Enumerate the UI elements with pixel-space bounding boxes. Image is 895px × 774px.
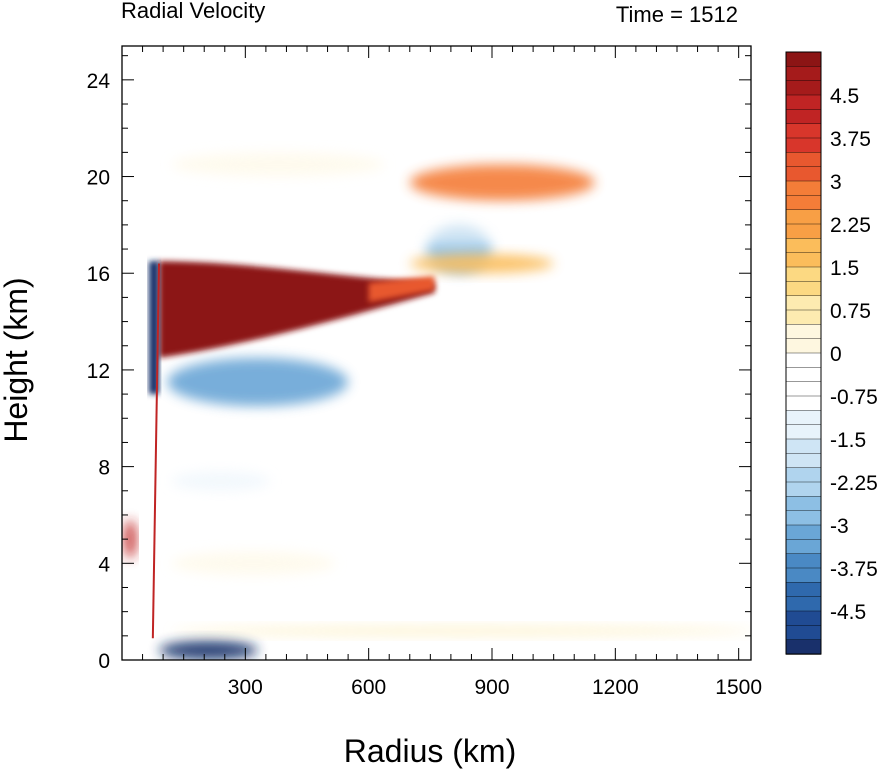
colorbar-level xyxy=(785,438,822,455)
colorbar-tick-label: 0.75 xyxy=(830,300,871,323)
colorbar-tick-label: 0 xyxy=(830,343,842,366)
y-axis-label: Height (km) xyxy=(0,277,34,442)
x-tick-label: 1500 xyxy=(715,676,762,699)
colorbar-tick-label: -2.25 xyxy=(830,472,878,495)
colorbar-level xyxy=(785,51,822,68)
background-streak xyxy=(171,551,336,576)
chart-title-right: Time = 1512 xyxy=(615,2,738,27)
colorbar-tick-label: -4.5 xyxy=(830,601,866,624)
y-tick-label: 24 xyxy=(87,70,111,93)
x-tick-label: 1200 xyxy=(592,676,639,699)
colorbar-level xyxy=(785,596,822,612)
colorbar-tick-label: -3.75 xyxy=(830,558,878,581)
feature-outer-outflow-band-upper xyxy=(409,164,595,201)
feature-outer-outflow-band-lower xyxy=(409,253,554,274)
colorbar-level xyxy=(785,539,822,555)
feature-upper-outflow-jet xyxy=(159,261,435,358)
colorbar-level xyxy=(785,481,822,498)
colorbar-level xyxy=(785,381,822,397)
plot-frame xyxy=(121,45,752,661)
colorbar-level xyxy=(785,109,822,125)
colorbar-level xyxy=(785,80,822,96)
feature-near-axis-outflow-spot xyxy=(124,519,137,559)
colorbar-tick-label: 2.25 xyxy=(830,214,871,237)
colorbar-level xyxy=(785,567,822,584)
colorbar-level xyxy=(785,66,822,82)
background-streak xyxy=(171,418,353,443)
colorbar-level xyxy=(785,123,822,139)
colorbar-level xyxy=(785,395,822,412)
colorbar-level xyxy=(785,324,822,340)
y-tick-label: 0 xyxy=(98,650,110,673)
feature-jet-tip xyxy=(368,275,435,303)
colorbar xyxy=(785,51,822,655)
colorbar-level xyxy=(785,510,822,526)
x-tick-label: 300 xyxy=(228,676,263,699)
y-tick-label: 4 xyxy=(98,553,110,576)
colorbar-level xyxy=(785,610,822,627)
colorbar-tick-labels: 4.5 3.75 3 2.25 1.5 0.75 0 -0.75 -1.5 -2.25 -3 -3.7… xyxy=(830,85,878,624)
x-tick-label: 900 xyxy=(474,676,509,699)
colorbar-level xyxy=(785,367,822,383)
colorbar-tick-label: -3 xyxy=(830,515,849,538)
colorbar-level xyxy=(785,453,822,469)
colorbar-level xyxy=(785,195,822,211)
colorbar-level xyxy=(785,639,822,655)
x-tick-labels: 300 600 900 1200 1500 xyxy=(228,676,762,699)
colorbar-level xyxy=(785,281,822,297)
y-tick-label: 12 xyxy=(87,360,110,383)
colorbar-tick-label: -0.75 xyxy=(830,386,878,409)
feature-inflow-below-outflow xyxy=(167,357,349,407)
x-tick-label: 600 xyxy=(351,676,386,699)
colorbar-level xyxy=(785,467,822,483)
colorbar-level xyxy=(785,166,822,182)
colorbar-level xyxy=(785,352,822,369)
colorbar-level xyxy=(785,152,822,168)
colorbar-level xyxy=(785,137,822,154)
colorbar-level xyxy=(785,238,822,254)
colorbar-level xyxy=(785,553,822,569)
colorbar-frame xyxy=(785,51,822,655)
axis-ticks xyxy=(122,46,751,661)
colorbar-level xyxy=(785,338,822,354)
colorbar-level xyxy=(785,266,822,283)
colorbar-level xyxy=(785,94,822,111)
colorbar-level xyxy=(785,410,822,426)
velocity-field xyxy=(124,152,751,660)
eyewall-thin-line xyxy=(151,263,160,639)
colorbar-tick-label: 1.5 xyxy=(830,257,859,280)
y-tick-labels: 0 4 8 12 16 20 24 xyxy=(87,70,111,673)
colorbar-level xyxy=(785,252,822,268)
background-streak xyxy=(171,471,270,491)
colorbar-level xyxy=(785,295,822,311)
chart-title-left: Radial Velocity xyxy=(121,0,266,23)
colorbar-level xyxy=(785,625,822,641)
colorbar-level xyxy=(785,496,822,512)
colorbar-level xyxy=(785,524,822,541)
colorbar-level xyxy=(785,180,822,197)
colorbar-level xyxy=(785,209,822,225)
colorbar-level xyxy=(785,309,822,326)
y-tick-label: 16 xyxy=(87,263,110,286)
feature-eyewall-inflow-column xyxy=(149,261,160,395)
x-axis-label: Radius (km) xyxy=(344,733,516,769)
colorbar-tick-label: 3.75 xyxy=(830,128,871,151)
background-streak xyxy=(171,626,751,636)
feature-boundary-layer-inflow xyxy=(159,640,258,660)
y-tick-label: 8 xyxy=(98,457,110,480)
colorbar-level xyxy=(785,223,822,240)
colorbar-level xyxy=(785,424,822,440)
colorbar-tick-label: -1.5 xyxy=(830,429,866,452)
colorbar-level xyxy=(785,582,822,598)
colorbar-tick-label: 4.5 xyxy=(830,85,859,108)
background-streak xyxy=(171,210,706,245)
colorbar-tick-label: 3 xyxy=(830,171,842,194)
background-streak xyxy=(171,152,386,177)
y-tick-label: 20 xyxy=(87,167,110,190)
